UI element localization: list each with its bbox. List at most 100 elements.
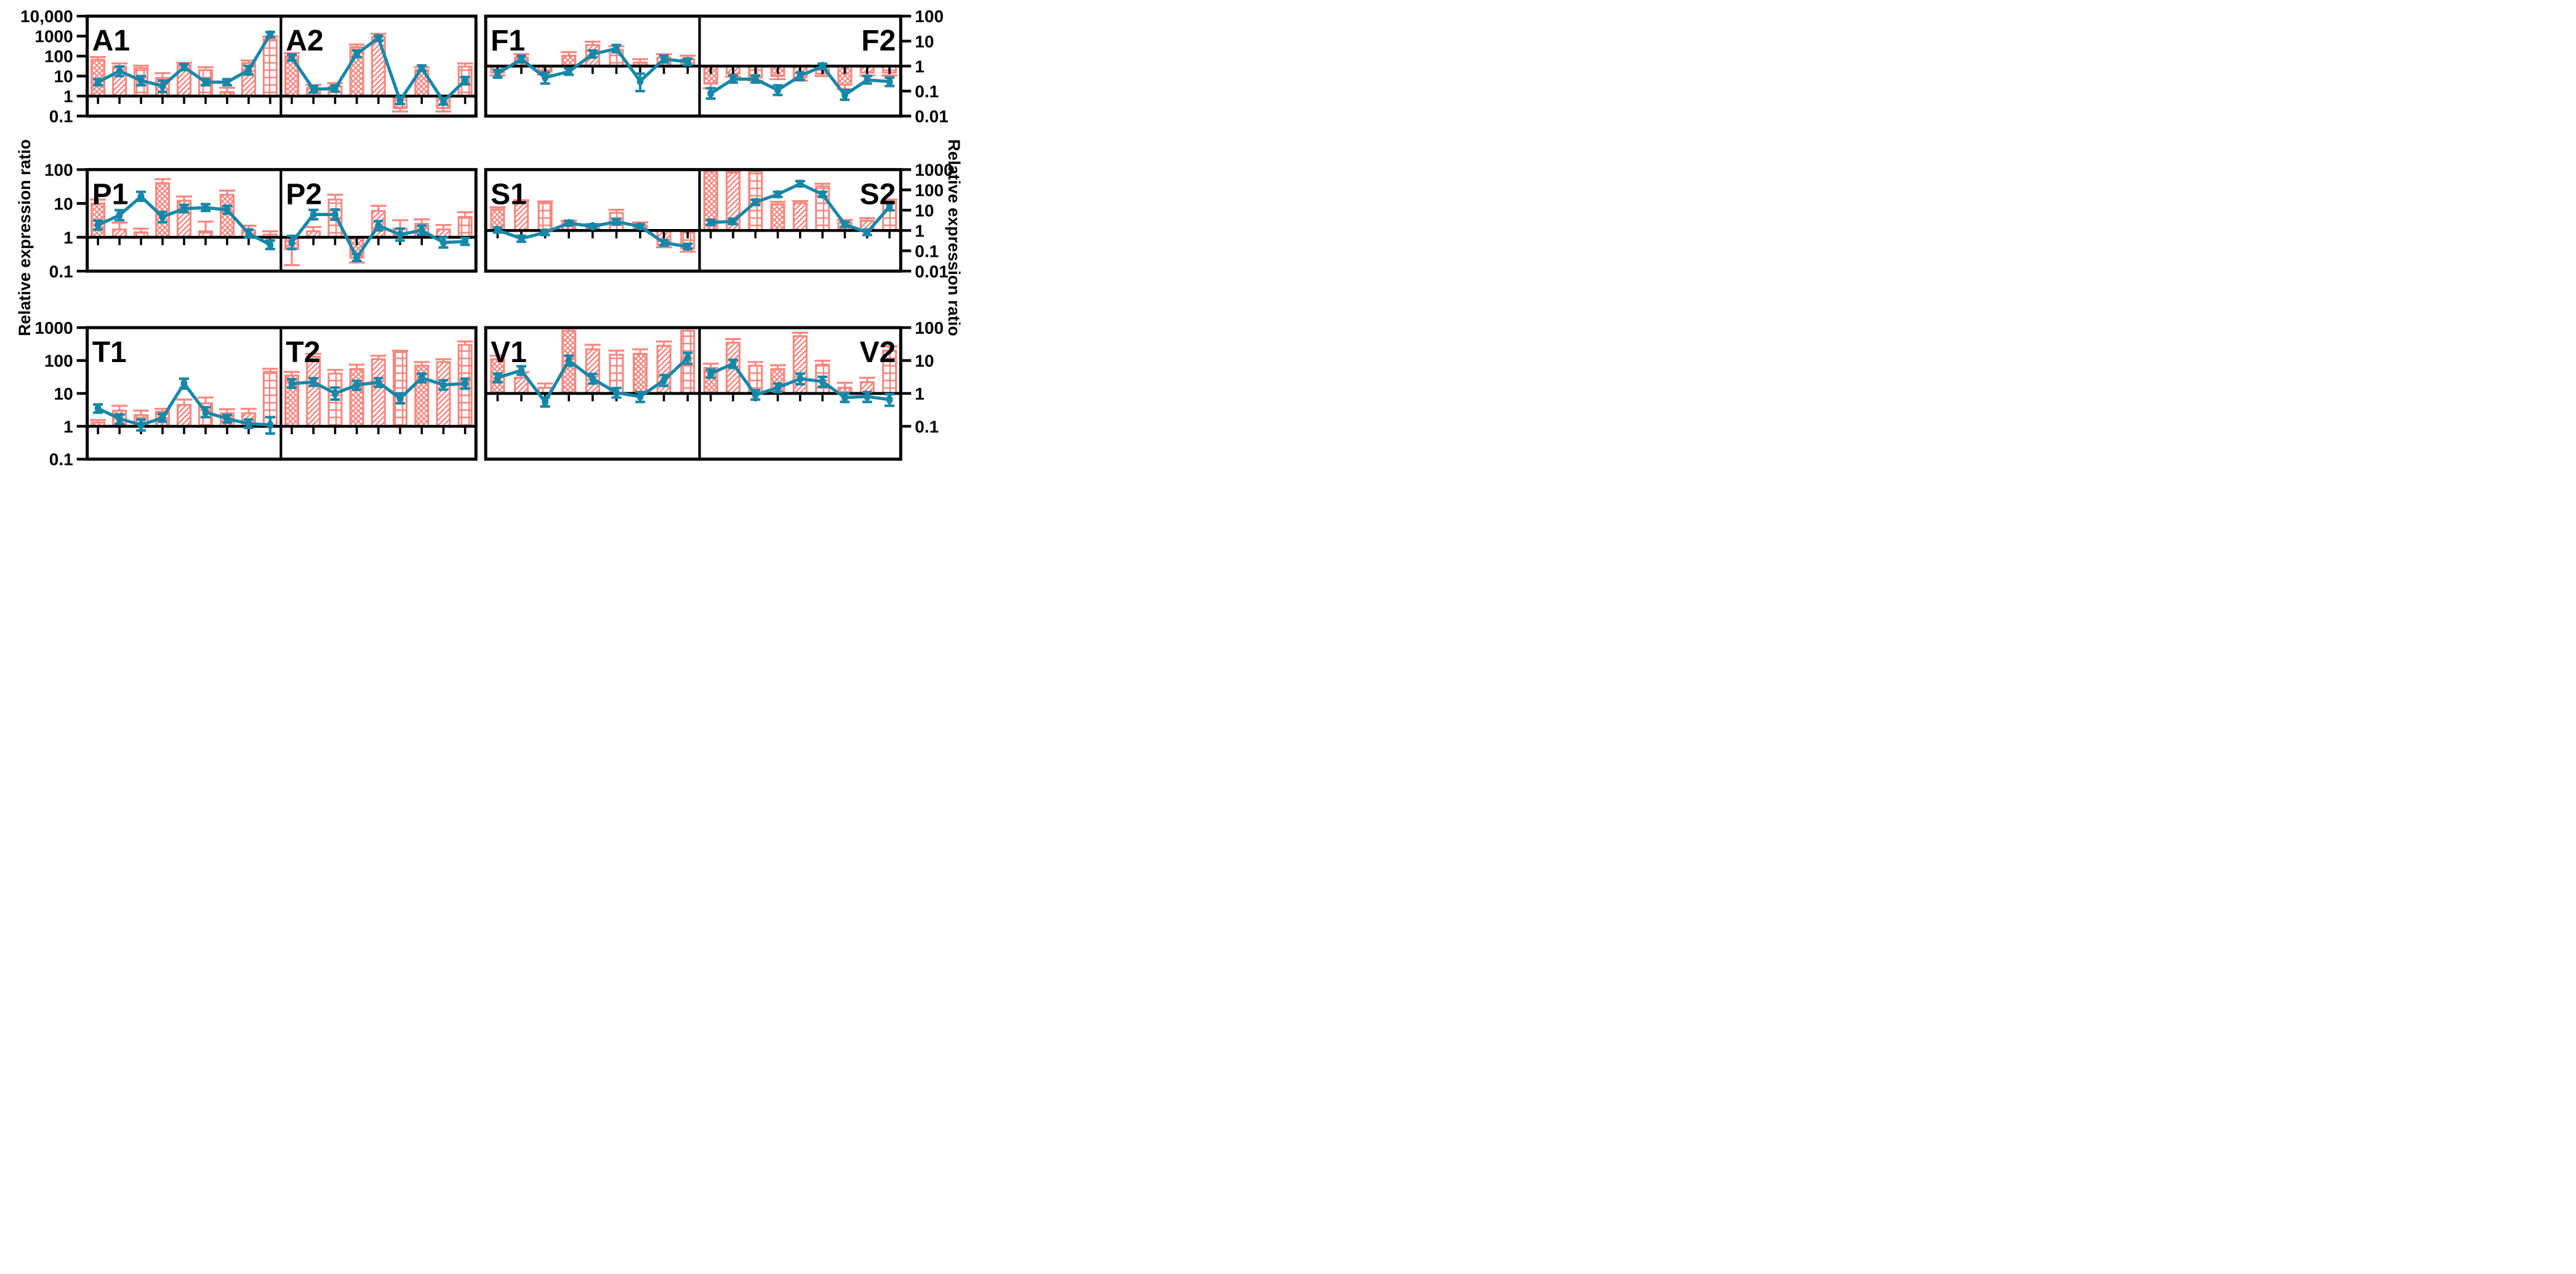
data-point	[565, 219, 572, 228]
y-tick-label: 100	[915, 180, 944, 200]
data-point	[684, 57, 691, 67]
data-point	[660, 238, 667, 247]
panel-label-F2: F2	[861, 25, 896, 57]
expression-ratio-figure: Relative expression ratio Relative expre…	[0, 0, 965, 477]
y-tick-label: 100	[915, 7, 944, 26]
bar-hatch-crosshatch	[562, 55, 576, 67]
bar-hatch-diagonal	[726, 172, 740, 231]
y-tick-label: 1	[915, 57, 925, 76]
data-point	[886, 395, 893, 404]
data-point	[288, 238, 295, 247]
panel-label-P2: P2	[286, 178, 322, 211]
panel-frame	[484, 167, 902, 273]
data-point	[223, 414, 231, 423]
data-point	[613, 217, 620, 226]
data-point	[223, 205, 231, 214]
panel-label-V1: V1	[491, 336, 527, 369]
data-point	[542, 397, 548, 406]
bar-hatch-grid	[609, 355, 623, 393]
y-tick-label: 1	[63, 87, 73, 106]
data-point	[660, 376, 667, 385]
data-point	[267, 421, 274, 429]
bar-hatch-grid	[393, 352, 407, 427]
data-point	[159, 81, 166, 91]
data-point	[202, 203, 209, 212]
bar-hatch-diagonal	[861, 382, 874, 393]
bar-hatch-diagonal	[307, 231, 320, 238]
bar-hatch-crosshatch	[491, 209, 504, 231]
bar-hatch-crosshatch	[415, 70, 428, 97]
data-point	[180, 63, 188, 71]
right-axis-title: Relative expression ratio	[945, 139, 963, 336]
data-point	[245, 419, 252, 428]
panel-label-T1: T1	[92, 336, 127, 369]
y-tick-label: 0.01	[915, 262, 949, 281]
data-point	[729, 217, 737, 226]
y-tick-label: 1	[915, 384, 925, 403]
data-point	[418, 226, 425, 235]
data-point	[518, 234, 525, 243]
data-point	[180, 379, 188, 388]
data-point	[202, 408, 209, 417]
panel-frame	[484, 326, 902, 461]
data-point	[310, 377, 317, 387]
y-tick-label: 100	[915, 318, 944, 337]
data-point	[542, 228, 548, 237]
data-point	[796, 374, 804, 383]
data-point	[752, 198, 759, 207]
y-tick-label: 1	[63, 228, 73, 247]
y-tick-label: 1000	[915, 160, 953, 179]
bar-hatch-diagonal	[177, 65, 191, 97]
data-point	[589, 222, 596, 231]
data-point	[589, 50, 596, 58]
data-point	[267, 240, 274, 249]
data-point	[660, 55, 667, 63]
data-point	[202, 78, 209, 87]
bar-hatch-crosshatch	[156, 183, 169, 238]
bar-hatch-diagonal	[372, 359, 385, 427]
y-tick-label: 1	[915, 221, 925, 240]
panel-frame	[86, 326, 478, 461]
y-tick-label: 10	[915, 32, 934, 51]
y-tick-label: 0.1	[49, 262, 73, 281]
bar-hatch-crosshatch	[704, 171, 718, 231]
data-point	[886, 202, 893, 211]
data-point	[684, 242, 691, 251]
data-point	[94, 404, 102, 413]
y-tick-label: 0.1	[49, 450, 73, 469]
y-tick-label: 10	[54, 384, 73, 403]
data-point	[707, 89, 715, 98]
data-point	[116, 67, 123, 76]
bar-hatch-diagonal	[515, 202, 528, 231]
y-tick-label: 1000	[34, 27, 73, 46]
left-axis-title: Relative expression ratio	[15, 139, 34, 336]
data-point	[462, 237, 468, 246]
data-point	[353, 381, 360, 390]
y-tick-label: 0.1	[915, 241, 939, 260]
data-point	[418, 373, 425, 382]
y-tick-label: 100	[44, 47, 73, 66]
data-point	[353, 253, 360, 262]
panel-label-A1: A1	[92, 25, 130, 57]
y-tick-label: 0.1	[915, 417, 939, 436]
panel-label-A2: A2	[286, 25, 323, 57]
bar-hatch-grid	[459, 217, 472, 238]
data-point	[116, 414, 123, 423]
data-point	[819, 377, 826, 386]
data-point	[636, 392, 644, 401]
data-point	[684, 353, 691, 363]
data-point	[796, 71, 804, 81]
data-point	[137, 421, 145, 429]
data-point	[375, 377, 382, 387]
panel-label-S2: S2	[860, 178, 896, 211]
bar-hatch-grid	[539, 203, 552, 231]
data-point	[819, 190, 826, 199]
data-point	[288, 379, 295, 388]
data-point	[494, 69, 501, 78]
y-tick-label: 10	[915, 352, 934, 371]
data-point	[613, 388, 620, 397]
data-point	[886, 77, 893, 86]
data-point	[729, 359, 737, 368]
data-point	[332, 389, 339, 398]
